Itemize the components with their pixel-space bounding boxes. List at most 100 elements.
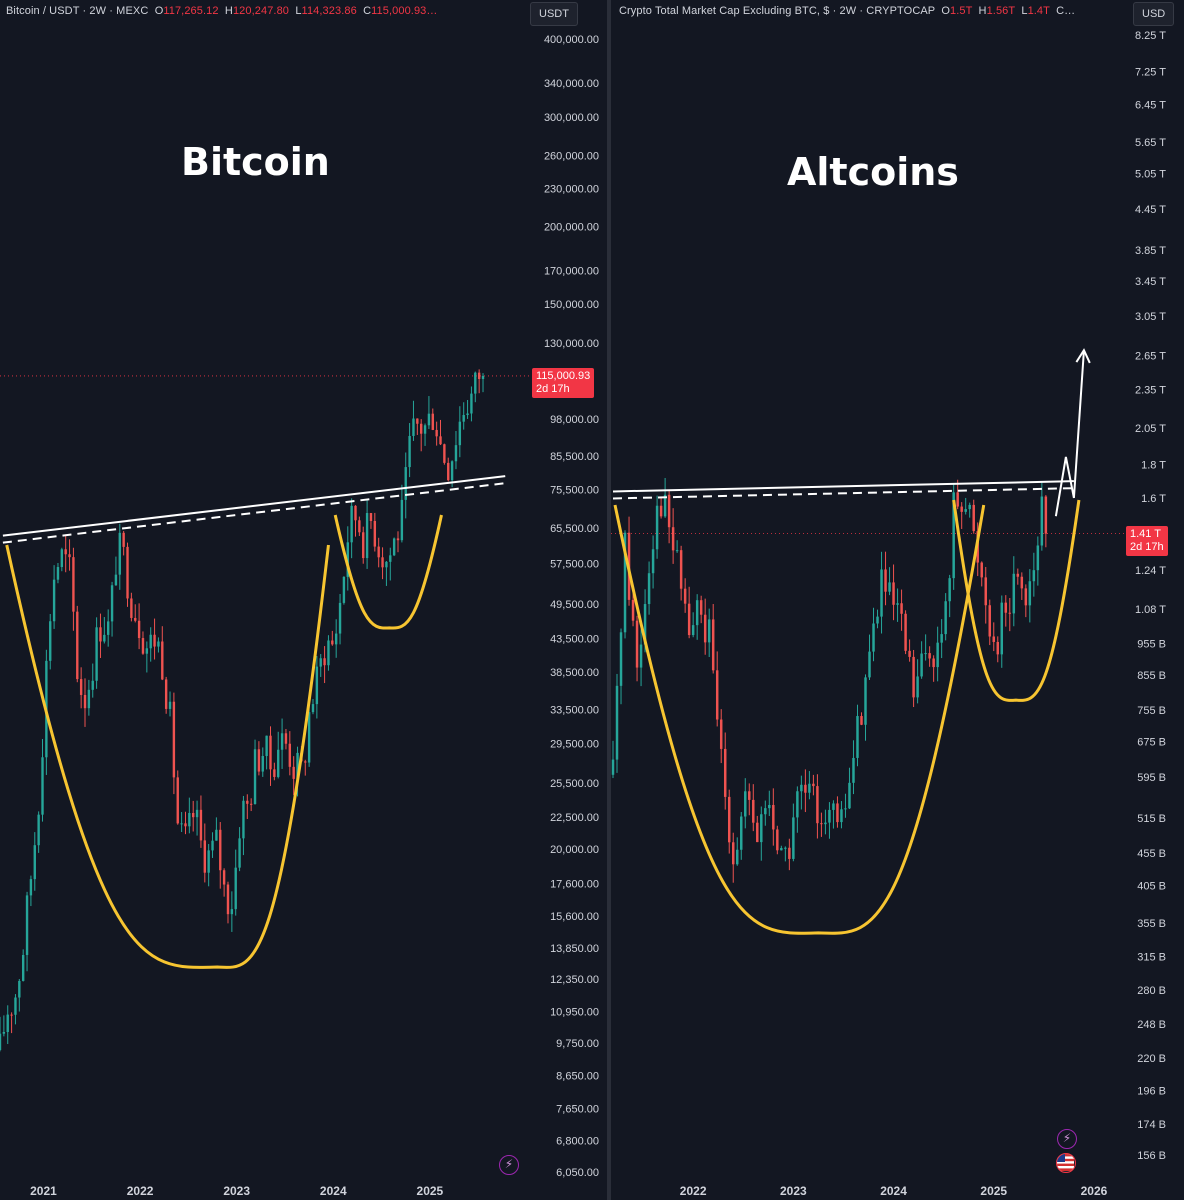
y-tick-label: 300,000.00 (544, 112, 599, 124)
currency-badge[interactable]: USD (1133, 2, 1175, 26)
candle-body (110, 585, 114, 622)
candle-body (284, 733, 288, 744)
bitcoin-header: Bitcoin / USDT · 2W · MEXC O117,265.12 H… (6, 5, 438, 17)
candle-body (651, 549, 655, 574)
pane-divider[interactable] (607, 0, 611, 1200)
candle-body (908, 650, 911, 657)
candle-body (99, 627, 102, 642)
candle-body (984, 577, 987, 606)
candle-body (114, 574, 118, 586)
candle-body (195, 809, 199, 818)
candle-body (740, 816, 743, 850)
candle-body (122, 532, 125, 547)
candle-body (804, 784, 807, 793)
candle-body (311, 704, 315, 713)
candle-body (443, 444, 446, 463)
candle-body (864, 677, 867, 725)
candle-body (808, 783, 811, 793)
candle-body (91, 680, 94, 690)
candle-body (161, 641, 164, 680)
y-tick-label: 6.45 T (1135, 99, 1166, 111)
candle-body (145, 648, 149, 654)
last-price: 115,000.93 (536, 370, 591, 382)
y-tick-label: 22,500.00 (550, 812, 599, 824)
candle-body (904, 613, 907, 651)
lightning-icon[interactable]: ⚡ (499, 1155, 519, 1175)
candle-body (385, 561, 388, 568)
candle-body (988, 605, 991, 637)
projection-arrow (1054, 350, 1085, 517)
y-tick-label: 455 B (1137, 848, 1166, 860)
candle-body (671, 527, 675, 551)
candle-body (1024, 588, 1028, 606)
candle-body (736, 849, 739, 865)
candle-body (711, 619, 715, 671)
candle-body (358, 520, 361, 533)
y-tick-label: 515 B (1137, 813, 1166, 825)
candle-body (788, 847, 791, 859)
candle-body (1028, 581, 1032, 606)
candle-body (37, 814, 40, 846)
bitcoin-chart-pane[interactable]: 400,000.00 340,000.00 300,000.00 260,000.00… (0, 0, 607, 1200)
candle-body (126, 546, 129, 599)
candle-body (342, 576, 346, 603)
candle-body (269, 735, 272, 770)
y-tick-label: 595 B (1137, 772, 1166, 784)
y-tick-label: 65,500.00 (550, 523, 599, 535)
altcoins-symbol: Crypto Total Market Cap Excluding BTC, $… (619, 5, 936, 17)
candle-body (454, 445, 458, 462)
candle-body (10, 1014, 13, 1016)
candle-body (655, 505, 659, 550)
candle-body (615, 685, 619, 760)
resistance-trendline (612, 480, 1074, 493)
y-tick-label: 260,000.00 (544, 150, 599, 162)
candle-body (675, 550, 679, 552)
high-label: H (978, 5, 987, 17)
candle-body (840, 809, 843, 823)
y-tick-label: 675 B (1137, 737, 1166, 749)
y-tick-label: 3.85 T (1135, 245, 1166, 257)
candle-body (667, 494, 671, 528)
chart-title: Altcoins (787, 150, 959, 194)
candle-body (619, 632, 623, 686)
y-tick-label: 4.45 T (1135, 204, 1166, 216)
candle-body (683, 588, 687, 604)
candle-body (18, 980, 21, 998)
currency-badge[interactable]: USDT (530, 2, 578, 26)
candle-body (912, 656, 915, 698)
candle-body (400, 499, 404, 541)
candle-body (896, 603, 899, 605)
bitcoin-symbol: Bitcoin / USDT · 2W · MEXC (6, 5, 149, 17)
lightning-icon[interactable]: ⚡ (1057, 1129, 1077, 1149)
candle-body (246, 800, 249, 804)
candle-body (265, 735, 268, 757)
candle-body (215, 829, 218, 841)
candle-body (727, 796, 731, 843)
candle-body (924, 653, 927, 655)
candle-body (381, 557, 384, 568)
projection-arrow-head (1075, 348, 1091, 364)
candle-body (296, 752, 299, 779)
candle-body (631, 599, 635, 621)
candle-body (134, 617, 137, 621)
candle-body (41, 757, 44, 815)
candle-body (211, 840, 214, 851)
x-tick-label: 2023 (780, 1184, 807, 1198)
bitcoin-chart-canvas[interactable]: 400,000.00 340,000.00 300,000.00 260,000.00… (0, 0, 607, 1200)
y-tick-label: 9,750.00 (556, 1038, 599, 1050)
last-price-tag: 115,000.93 2d 17h (532, 368, 595, 398)
candle-body (944, 601, 947, 635)
altcoins-chart-canvas[interactable]: 8.25 T 7.25 T 6.45 T 5.65 T 5.05 T 4.45 T 3.85… (611, 0, 1184, 1200)
candle-body (752, 799, 755, 823)
candle-body (1044, 496, 1048, 534)
candle-body (760, 814, 763, 843)
candle-body (928, 653, 931, 659)
candle-body (273, 769, 276, 777)
us-flag-icon[interactable] (1056, 1153, 1076, 1173)
y-tick-label: 3.05 T (1135, 311, 1166, 323)
candle-body (103, 634, 106, 642)
candle-body (52, 579, 56, 622)
candle-body (900, 603, 903, 614)
candle-body (253, 749, 257, 805)
altcoins-chart-pane[interactable]: 8.25 T 7.25 T 6.45 T 5.65 T 5.05 T 4.45 T 3.85… (611, 0, 1184, 1200)
